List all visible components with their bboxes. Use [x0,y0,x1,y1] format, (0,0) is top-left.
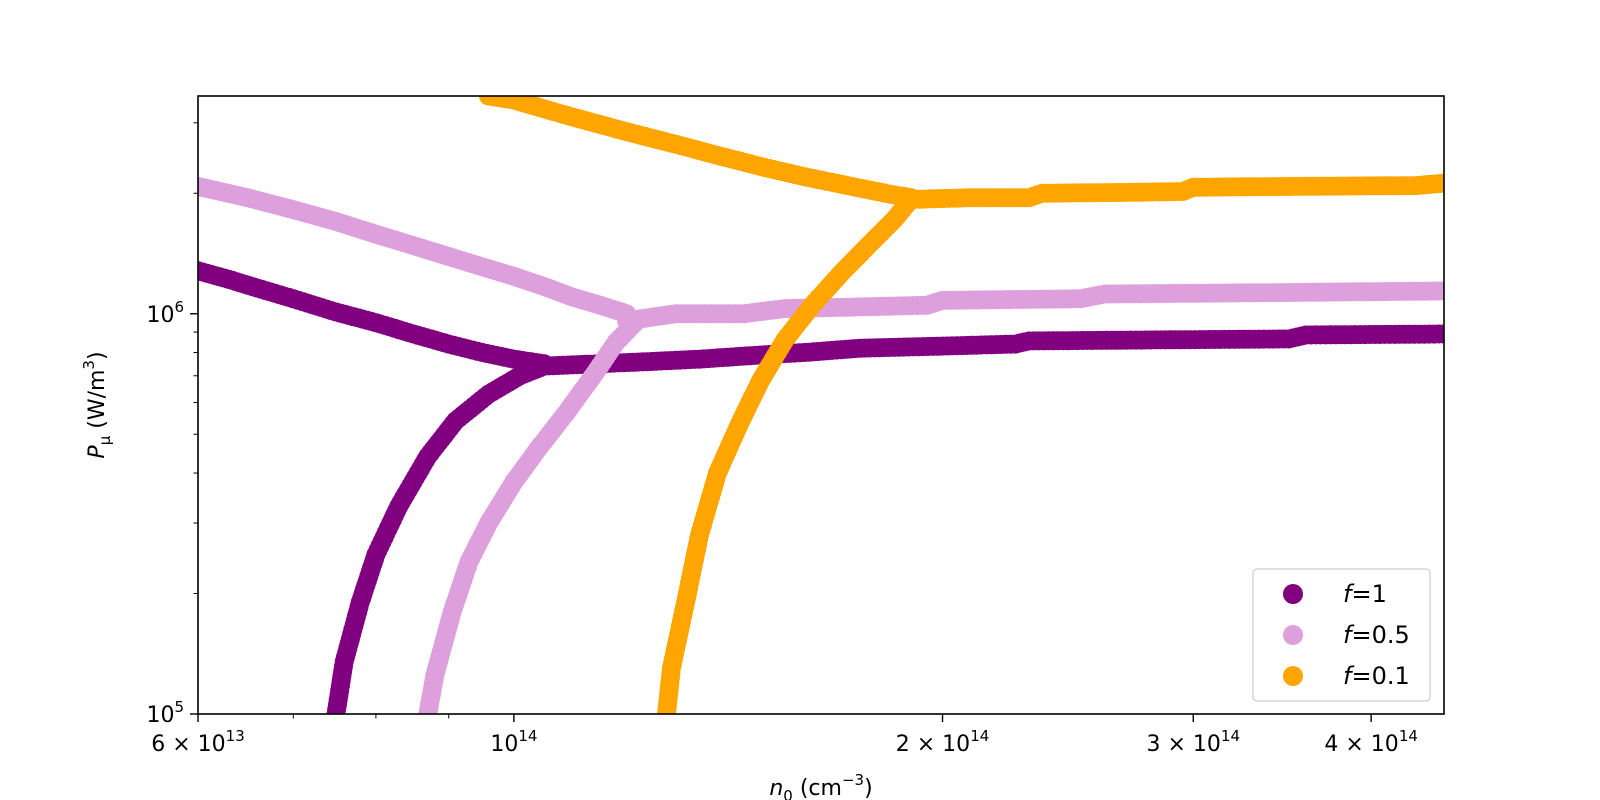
x-axis-label-sub: 0 [783,787,793,800]
x-tick-label: 2 × 1014 [896,727,990,757]
series-f=0.5 [198,177,1444,714]
x-tick-label: 1014 [490,727,537,757]
data-point [1434,173,1444,193]
y-tick-label: 106 [146,298,184,328]
y-axis-label-sub: μ [96,435,114,445]
axes: 6 × 1013 1014 2 × 1014 3 × 1014 4 × 1014 105 1… [146,122,1418,757]
y-axis-label-base: P [85,445,110,459]
x-axis-label-unit-end: ) [864,776,873,800]
legend-marker-f1 [1283,584,1303,604]
data-point [627,311,647,331]
y-axis-label: Pμ (W/m3) [80,351,114,458]
legend-label-f05: f=0.5 [1343,621,1410,649]
legend: f=1 f=0.5 f=0.1 [1252,568,1431,702]
x-tick-label: 4 × 1014 [1324,727,1418,757]
y-axis-label-unit-end: ) [85,351,110,360]
y-axis-label-unit-sup: 3 [80,360,98,370]
x-axis-label-base: n [769,776,783,800]
legend-marker-f05 [1283,625,1303,645]
data-point [1434,324,1444,344]
data-point [1434,281,1444,301]
legend-label-f1: f=1 [1343,580,1387,608]
plot-frame [197,95,1445,715]
legend-label-f01: f=0.1 [1343,662,1410,690]
series-f=0.1 [479,96,1444,714]
legend-rest-f1: =1 [1351,580,1386,608]
legend-marker-f01 [1283,666,1303,686]
x-tick-label: 6 × 1013 [151,727,245,757]
data-point [901,190,921,209]
x-axis-label-unit-sup: −3 [842,771,864,789]
y-tick-label: 105 [146,698,184,728]
x-axis-label-unit: (cm [793,776,842,800]
data-point [534,356,554,376]
x-axis-label: n0 (cm−3) [769,771,872,800]
x-tick-label: 3 × 1014 [1147,727,1241,757]
legend-rest-f05: =0.5 [1351,621,1409,649]
y-axis-label-unit: (W/m [85,370,110,436]
plot-area [198,96,1444,714]
legend-rest-f01: =0.1 [1351,662,1409,690]
